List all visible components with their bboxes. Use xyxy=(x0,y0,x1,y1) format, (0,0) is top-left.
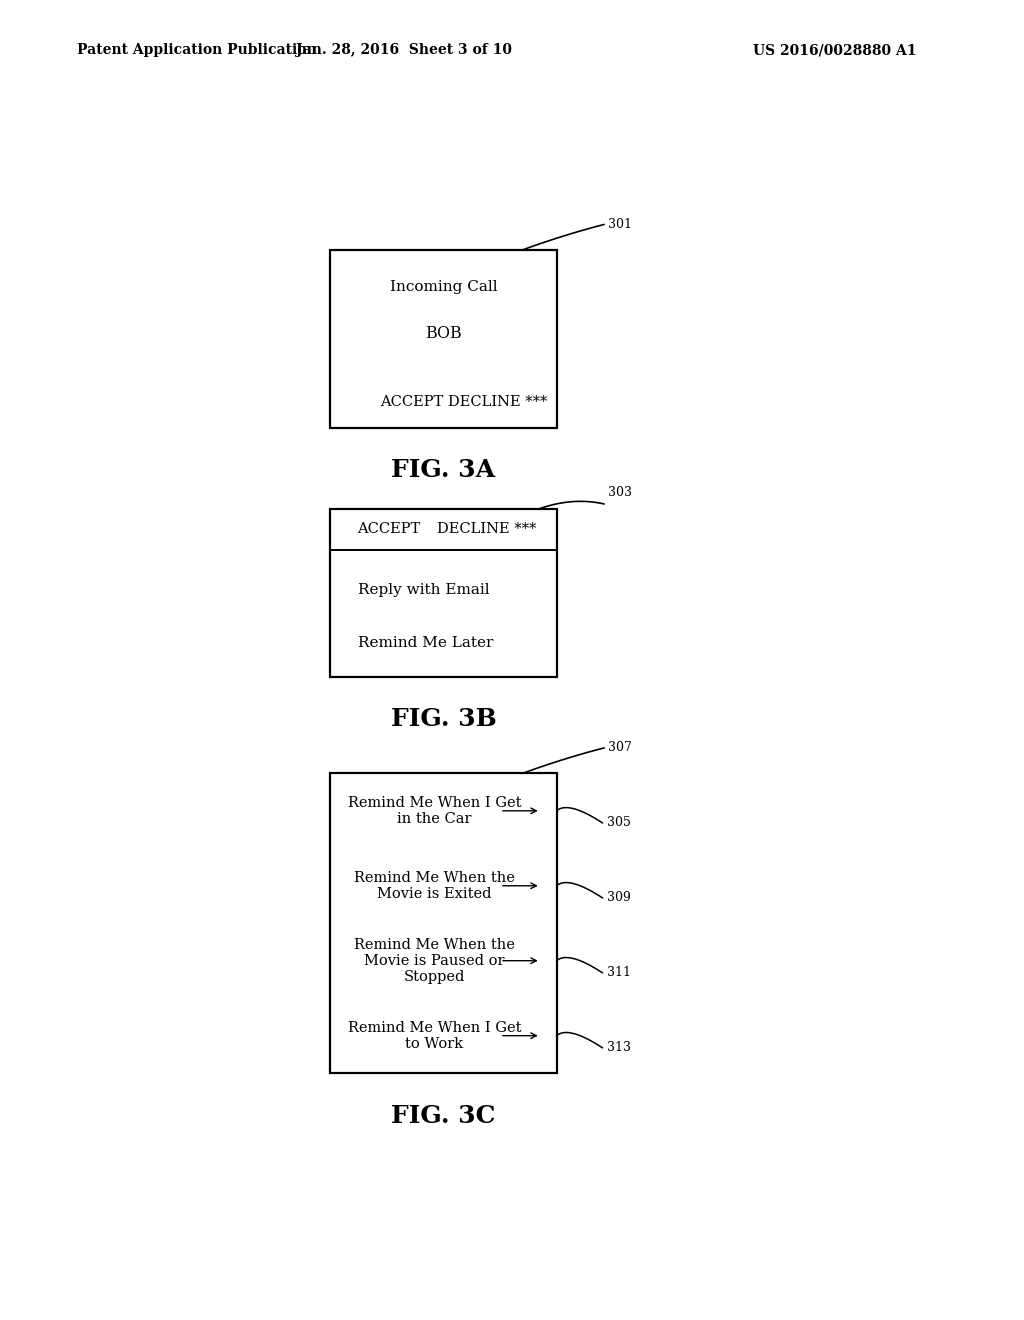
Text: Incoming Call: Incoming Call xyxy=(390,280,498,294)
Text: ACCEPT: ACCEPT xyxy=(380,395,443,409)
Text: 309: 309 xyxy=(606,891,631,904)
Text: 313: 313 xyxy=(606,1041,631,1055)
Text: Remind Me When the
Movie is Exited: Remind Me When the Movie is Exited xyxy=(354,871,515,900)
Text: Jan. 28, 2016  Sheet 3 of 10: Jan. 28, 2016 Sheet 3 of 10 xyxy=(297,44,512,57)
Bar xyxy=(331,249,557,428)
Text: FIG. 3A: FIG. 3A xyxy=(391,458,496,482)
Text: 301: 301 xyxy=(608,218,632,231)
Bar xyxy=(331,510,557,677)
Text: Patent Application Publication: Patent Application Publication xyxy=(77,44,316,57)
Text: Remind Me When I Get
to Work: Remind Me When I Get to Work xyxy=(348,1020,521,1051)
Text: ACCEPT: ACCEPT xyxy=(357,523,421,536)
Text: DECLINE ***: DECLINE *** xyxy=(436,523,536,536)
Text: 311: 311 xyxy=(606,966,631,979)
Text: FIG. 3C: FIG. 3C xyxy=(391,1104,496,1127)
Text: Reply with Email: Reply with Email xyxy=(357,583,489,597)
Text: 305: 305 xyxy=(606,817,631,829)
Text: US 2016/0028880 A1: US 2016/0028880 A1 xyxy=(753,44,916,57)
Text: Remind Me Later: Remind Me Later xyxy=(357,636,493,651)
Text: 307: 307 xyxy=(608,742,632,755)
Text: 303: 303 xyxy=(608,486,632,499)
Bar xyxy=(331,774,557,1073)
Text: BOB: BOB xyxy=(425,325,462,342)
Text: Remind Me When I Get
in the Car: Remind Me When I Get in the Car xyxy=(348,796,521,826)
Text: Remind Me When the
Movie is Paused or
Stopped: Remind Me When the Movie is Paused or St… xyxy=(354,937,515,983)
Text: DECLINE ***: DECLINE *** xyxy=(447,395,548,409)
Text: FIG. 3B: FIG. 3B xyxy=(390,708,497,731)
